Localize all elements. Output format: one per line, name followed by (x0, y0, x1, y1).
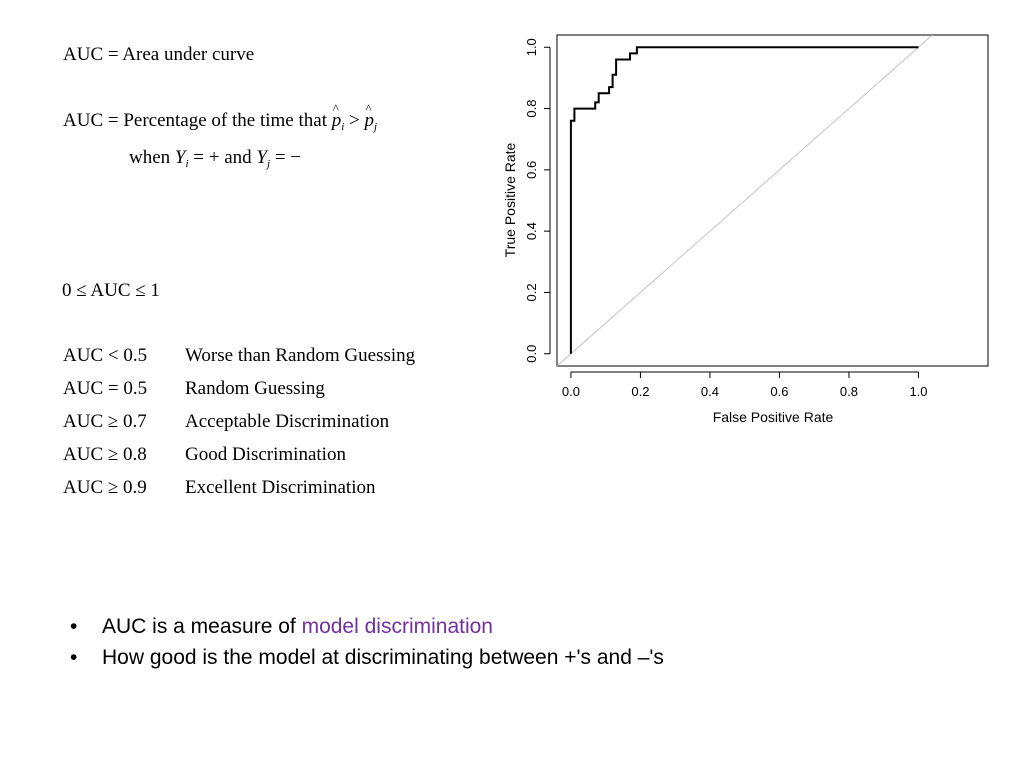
rule-condition: AUC = 0.5 (63, 378, 148, 399)
bullet-item: • AUC is a measure of model discriminatio… (70, 611, 664, 642)
roc-curve-line (569, 46, 919, 354)
and-word: and (224, 147, 252, 168)
subscript-j: j (374, 121, 378, 133)
when-word: when (129, 147, 171, 168)
auc-definition: AUC = Area under curve (63, 44, 255, 65)
rule-meaning: Acceptable Discrimination (185, 411, 390, 432)
rule-condition: AUC ≥ 0.9 (63, 477, 147, 498)
subscript-i: i (341, 121, 345, 133)
x-tick-label: 0.0 (562, 384, 580, 399)
auc-when-line: when Yi = + and Yj = − (129, 147, 301, 170)
x-tick-label: 1.0 (909, 384, 927, 399)
auc-percentage-prefix: AUC = Percentage of the time that (63, 110, 327, 131)
rule-row: AUC ≥ 0.8 Good Discrimination (63, 444, 346, 466)
x-tick-label: 0.2 (631, 384, 649, 399)
rule-row: AUC < 0.5 Worse than Random Guessing (63, 345, 415, 367)
x-tick-label: 0.4 (701, 384, 719, 399)
x-axis-title: False Positive Rate (713, 409, 834, 425)
rule-row: AUC = 0.5 Random Guessing (63, 378, 325, 400)
y-symbol-j: Y (256, 147, 267, 168)
rule-condition: AUC < 0.5 (63, 345, 148, 366)
bullet-item: • How good is the model at discriminating… (70, 642, 664, 673)
diagonal-reference-line (556, 34, 933, 367)
y-tick-label: 0.4 (524, 222, 539, 240)
y-tick-label: 0.2 (524, 283, 539, 301)
chart-axes: 0.0 0.2 0.4 0.6 0.8 1.0 0.0 0.2 0.4 0.6 0.8 1.0 (524, 38, 928, 399)
y-tick-label: 1.0 (524, 38, 539, 56)
x-tick-label: 0.6 (770, 384, 788, 399)
rule-row: AUC ≥ 0.9 Excellent Discrimination (63, 477, 375, 499)
rule-meaning: Random Guessing (185, 378, 325, 399)
rule-meaning: Worse than Random Guessing (185, 345, 416, 366)
bullet-text: How good is the model at discriminating … (102, 646, 664, 669)
y-tick-label: 0.8 (524, 100, 539, 118)
equals-minus: = − (274, 147, 301, 168)
bullet-marker: • (70, 646, 78, 669)
rule-condition: AUC ≥ 0.8 (63, 444, 147, 465)
y-subscript-j: j (267, 158, 271, 170)
p-hat-i: p (332, 101, 342, 132)
bullet-marker: • (70, 615, 78, 638)
y-tick-label: 0.0 (524, 345, 539, 363)
y-axis-title: True Positive Rate (502, 142, 518, 257)
p-hat-j: p (365, 101, 375, 132)
rule-condition: AUC ≥ 0.7 (63, 411, 147, 432)
auc-range: 0 ≤ AUC ≤ 1 (62, 280, 160, 301)
y-symbol-i: Y (174, 147, 186, 168)
roc-chart: 0.0 0.2 0.4 0.6 0.8 1.0 0.0 0.2 0.4 0.6 0.8 1.0 Fal… (502, 34, 989, 425)
rule-meaning: Excellent Discrimination (185, 477, 376, 498)
y-subscript-i: i (185, 158, 189, 170)
plot-frame (556, 34, 989, 367)
bullet-text: AUC is a measure of (102, 615, 302, 638)
bullet-highlight: model discrimination (301, 615, 493, 638)
x-tick-label: 0.8 (840, 384, 858, 399)
auc-percentage-line: AUC = Percentage of the time that pi > p… (63, 101, 378, 133)
rule-meaning: Good Discrimination (185, 444, 346, 465)
greater-than: > (349, 110, 360, 131)
rule-row: AUC ≥ 0.7 Acceptable Discrimination (63, 411, 389, 433)
y-tick-label: 0.6 (524, 161, 539, 179)
equals-plus: = + (193, 147, 220, 168)
bullet-list: • AUC is a measure of model discriminatio… (70, 611, 664, 673)
